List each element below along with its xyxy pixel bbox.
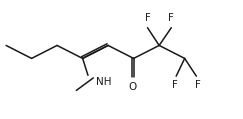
Text: F: F bbox=[172, 80, 178, 90]
Text: NH: NH bbox=[96, 77, 111, 87]
Text: F: F bbox=[195, 80, 200, 90]
Text: F: F bbox=[145, 13, 150, 23]
Text: O: O bbox=[129, 82, 137, 92]
Text: F: F bbox=[168, 13, 174, 23]
